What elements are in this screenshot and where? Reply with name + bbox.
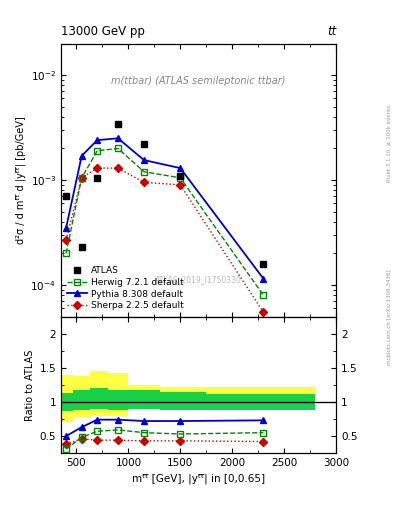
Sherpa 2.2.5 default: [261, 309, 266, 315]
Herwig 7.2.1 default: [116, 145, 120, 152]
Text: 13000 GeV pp: 13000 GeV pp: [61, 26, 145, 38]
Text: m(ttbar) (ATLAS semileptonic ttbar): m(ttbar) (ATLAS semileptonic ttbar): [111, 76, 286, 87]
Sherpa 2.2.5 default: [116, 165, 120, 171]
Sherpa 2.2.5 default: [79, 175, 84, 181]
ATLAS: [64, 193, 68, 199]
Pythia 8.308 default: [141, 157, 146, 163]
Herwig 7.2.1 default: [261, 292, 266, 298]
Pythia 8.308 default: [64, 225, 68, 231]
Pythia 8.308 default: [79, 153, 84, 159]
Line: ATLAS: ATLAS: [62, 121, 267, 267]
X-axis label: mᵗᵗ̅ [GeV], |yᵗᵗ̅| in [0,0.65]: mᵗᵗ̅ [GeV], |yᵗᵗ̅| in [0,0.65]: [132, 474, 265, 484]
Pythia 8.308 default: [178, 165, 183, 171]
Text: Rivet 3.1.10, ≥ 100k events: Rivet 3.1.10, ≥ 100k events: [387, 105, 392, 182]
Line: Pythia 8.308 default: Pythia 8.308 default: [62, 135, 267, 282]
Text: tt: tt: [327, 26, 336, 38]
Y-axis label: d²σ / d mᵗᵗ̅ d |yᵗᵗ̅| [pb/GeV]: d²σ / d mᵗᵗ̅ d |yᵗᵗ̅| [pb/GeV]: [16, 116, 26, 244]
ATLAS: [141, 141, 146, 147]
Text: ATLAS_2019_I1750330: ATLAS_2019_I1750330: [155, 275, 242, 284]
ATLAS: [261, 261, 266, 267]
ATLAS: [178, 173, 183, 179]
ATLAS: [95, 175, 99, 181]
Sherpa 2.2.5 default: [95, 165, 99, 171]
Herwig 7.2.1 default: [64, 250, 68, 257]
Herwig 7.2.1 default: [141, 168, 146, 175]
Y-axis label: Ratio to ATLAS: Ratio to ATLAS: [25, 349, 35, 420]
Pythia 8.308 default: [116, 135, 120, 141]
Sherpa 2.2.5 default: [178, 182, 183, 188]
Sherpa 2.2.5 default: [141, 179, 146, 185]
Legend: ATLAS, Herwig 7.2.1 default, Pythia 8.308 default, Sherpa 2.2.5 default: ATLAS, Herwig 7.2.1 default, Pythia 8.30…: [65, 264, 185, 312]
Line: Herwig 7.2.1 default: Herwig 7.2.1 default: [63, 146, 266, 298]
Pythia 8.308 default: [95, 137, 99, 143]
Herwig 7.2.1 default: [79, 175, 84, 181]
ATLAS: [79, 244, 84, 250]
Text: mcplots.cern.ch [arXiv:1306.3436]: mcplots.cern.ch [arXiv:1306.3436]: [387, 270, 392, 365]
Sherpa 2.2.5 default: [64, 237, 68, 243]
Herwig 7.2.1 default: [95, 148, 99, 154]
ATLAS: [116, 121, 120, 127]
Pythia 8.308 default: [261, 275, 266, 282]
Line: Sherpa 2.2.5 default: Sherpa 2.2.5 default: [63, 165, 266, 315]
Herwig 7.2.1 default: [178, 175, 183, 181]
